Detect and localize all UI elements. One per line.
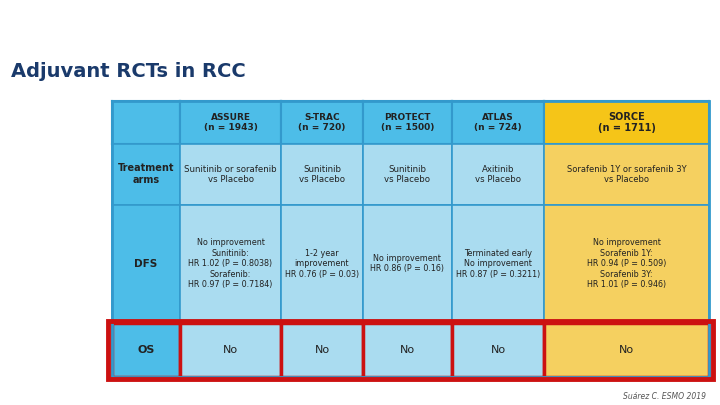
Text: DFS: DFS [135, 259, 158, 269]
Text: Sorafenib 1Y or sorafenib 3Y
vs Placebo: Sorafenib 1Y or sorafenib 3Y vs Placebo [567, 164, 687, 184]
Text: Treatment
arms: Treatment arms [117, 164, 174, 185]
Text: No: No [490, 345, 505, 355]
Text: No improvement
Sunitinib:
HR 1.02 (P = 0.8038)
Sorafenib:
HR 0.97 (P = 0.7184): No improvement Sunitinib: HR 1.02 (P = 0… [189, 239, 273, 289]
Text: No improvement
HR 0.86 (P = 0.16): No improvement HR 0.86 (P = 0.16) [370, 254, 444, 273]
Text: No: No [400, 345, 415, 355]
Text: No: No [619, 345, 634, 355]
Text: No: No [315, 345, 330, 355]
Text: Axitinib
vs Placebo: Axitinib vs Placebo [475, 164, 521, 184]
Text: PROTECT
(n = 1500): PROTECT (n = 1500) [381, 113, 434, 132]
Text: Sunitinib
vs Placebo: Sunitinib vs Placebo [299, 164, 345, 184]
Text: SORCE
(n = 1711): SORCE (n = 1711) [598, 112, 656, 133]
Text: No: No [223, 345, 238, 355]
Text: Sunitinib
vs Placebo: Sunitinib vs Placebo [384, 164, 431, 184]
Text: S-TRAC
(n = 720): S-TRAC (n = 720) [298, 113, 346, 132]
Text: Adjuvant RCTs in RCC: Adjuvant RCTs in RCC [11, 62, 246, 81]
Text: 1-2 year
improvement
HR 0.76 (P = 0.03): 1-2 year improvement HR 0.76 (P = 0.03) [285, 249, 359, 279]
Text: OS: OS [138, 345, 155, 355]
Text: ATLAS
(n = 724): ATLAS (n = 724) [474, 113, 522, 132]
Text: Sunitinib or sorafenib
vs Placebo: Sunitinib or sorafenib vs Placebo [184, 164, 276, 184]
Text: ASSURE
(n = 1943): ASSURE (n = 1943) [204, 113, 258, 132]
Text: Suárez C. ESMO 2019: Suárez C. ESMO 2019 [623, 392, 706, 401]
Text: No improvement
Sorafenib 1Y:
HR 0.94 (P = 0.509)
Sorafenib 3Y:
HR 1.01 (P = 0.94: No improvement Sorafenib 1Y: HR 0.94 (P … [587, 239, 667, 289]
Text: Terminated early
No improvement
HR 0.87 (P = 0.3211): Terminated early No improvement HR 0.87 … [456, 249, 540, 279]
